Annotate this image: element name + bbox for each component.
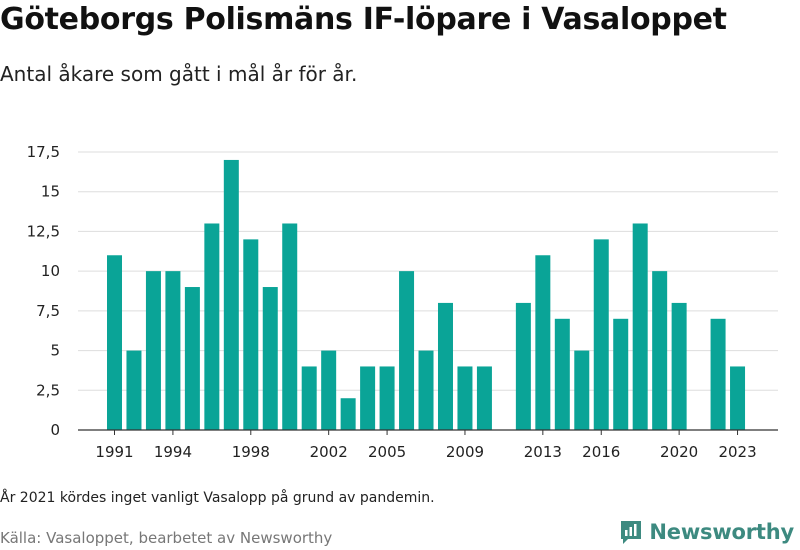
bar [321,350,337,430]
bar [574,350,590,430]
bar [107,255,122,430]
bar [613,318,629,430]
chart-title: Göteborgs Polismäns IF-löpare i Vasalopp… [0,2,727,37]
y-tick-label: 0 [50,421,60,439]
bar [710,318,726,430]
newsworthy-logo: Newsworthy [619,519,794,545]
bar [360,366,376,430]
bar [145,271,161,430]
bar [243,239,259,430]
x-tick-label: 2005 [368,443,406,461]
bar [652,271,668,430]
bar [632,223,648,430]
bar [515,302,531,430]
x-tick-label: 2002 [310,443,348,461]
bar [126,350,142,430]
x-tick-label: 1994 [154,443,192,461]
bar [593,239,609,430]
y-tick-label: 17,5 [27,143,60,161]
bar [262,287,278,430]
chart-subtitle: Antal åkare som gått i mål år för år. [0,62,358,86]
bar [554,318,570,430]
y-tick-label: 10 [41,262,60,280]
y-tick-label: 2,5 [36,381,60,399]
x-tick-label: 2023 [718,443,756,461]
x-tick-label: 2009 [446,443,484,461]
bar [418,350,434,430]
bar [223,159,239,430]
bar [437,302,453,430]
x-tick-label: 2016 [582,443,620,461]
logo-text: Newsworthy [649,520,794,544]
x-tick-label: 1998 [232,443,270,461]
bar [282,223,298,430]
y-tick-label: 5 [50,342,60,360]
bar [399,271,415,430]
x-tick-label: 1991 [95,443,133,461]
bar [301,366,317,430]
source-text: Källa: Vasaloppet, bearbetet av Newswort… [0,529,333,547]
bar [730,366,746,430]
bar [671,302,687,430]
bar [204,223,220,430]
bar [379,366,395,430]
y-tick-label: 12,5 [27,222,60,240]
y-tick-label: 7,5 [36,302,60,320]
x-tick-label: 2020 [660,443,698,461]
bar [476,366,492,430]
bar-chart: 0 2,5 5 7,5 10 12,5 15 17,5 1991 1994 1998 2002 2005… [27,143,778,461]
bar [165,271,181,430]
bar [535,255,551,430]
newsworthy-logo-icon [621,521,642,544]
bar [457,366,473,430]
bar [340,398,356,430]
x-tick-label: 2013 [524,443,562,461]
bar [184,287,200,430]
footnote: År 2021 kördes inget vanligt Vasalopp på… [0,490,435,506]
y-tick-label: 15 [41,183,60,201]
